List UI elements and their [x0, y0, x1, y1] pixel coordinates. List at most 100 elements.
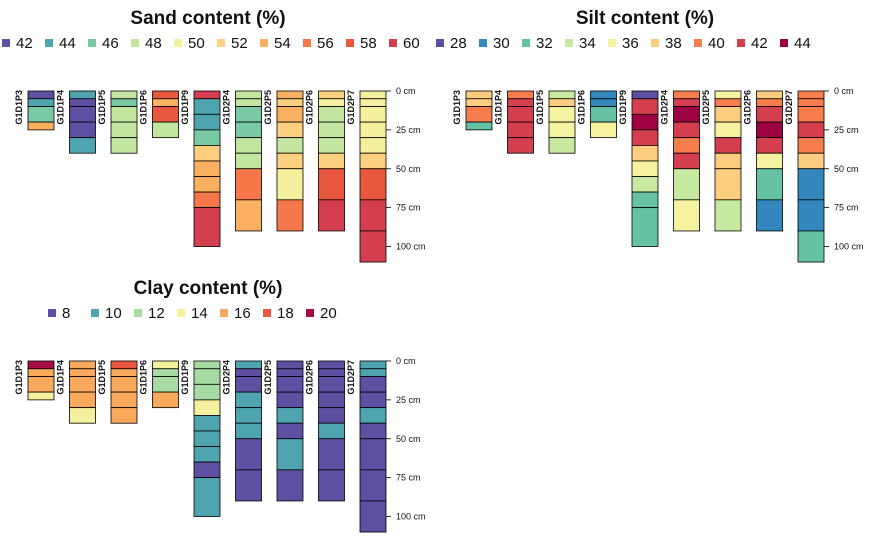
legend-label: 54 [274, 35, 291, 52]
horizon-bar [797, 98, 825, 107]
horizon-bar [152, 121, 179, 139]
horizon-bar [27, 121, 55, 131]
horizon-bar [714, 121, 742, 139]
horizon-bar [548, 98, 576, 107]
legend-label: 18 [277, 305, 294, 322]
horizon-bar [69, 98, 96, 107]
horizon-bar [359, 106, 387, 123]
depth-tick-label: 0 cm [834, 86, 854, 96]
depth-tick-label: 50 cm [396, 164, 421, 174]
horizon-bar [193, 176, 221, 193]
horizon-bar [797, 199, 825, 232]
horizon-bar [318, 391, 345, 409]
horizon-bar [69, 121, 96, 139]
horizon-bar [359, 391, 387, 409]
horizon-bar [235, 199, 262, 232]
panel-2: Clay content (%) 8 10 12 14 16 18 20 G1D1P3 G1D1P… [14, 278, 426, 533]
horizon-bar [193, 399, 221, 416]
horizon-bar [69, 106, 96, 123]
horizon-bar [714, 199, 742, 232]
horizon-bar [631, 207, 659, 247]
horizon-bar [631, 129, 659, 146]
horizon-bar [673, 121, 700, 139]
horizon-bar [110, 121, 138, 139]
depth-tick-label: 25 cm [834, 125, 859, 135]
horizon-bar [27, 391, 55, 401]
legend-swatch [737, 39, 745, 47]
horizon-bar [152, 376, 179, 393]
panel-0: Sand content (%) 42 44 46 48 50 52 54 56 58 60 G1D1… [2, 8, 426, 263]
legend-label: 20 [320, 305, 337, 322]
horizon-bar [318, 199, 345, 232]
horizon-bar [276, 98, 304, 107]
horizon-bar [318, 106, 345, 123]
horizon-bar [756, 98, 783, 107]
legend-swatch [436, 39, 444, 47]
chart-title: Sand content (%) [130, 8, 285, 29]
horizon-bar [318, 121, 345, 139]
horizon-bar [27, 376, 55, 393]
legend-swatch [91, 309, 99, 317]
legend-swatch [260, 39, 268, 47]
horizon-bar [318, 360, 345, 370]
horizon-bar [673, 90, 700, 100]
horizon-bar [631, 90, 659, 100]
horizon-bar [69, 90, 96, 100]
profile-label: G1D1P4 [56, 90, 66, 125]
profile-label: G1D1P3 [452, 90, 462, 125]
profile-label: G1D1P5 [97, 90, 107, 125]
depth-tick-label: 100 cm [396, 512, 426, 522]
legend-swatch [174, 39, 182, 47]
horizon-bar [714, 152, 742, 170]
horizon-bar [714, 137, 742, 154]
horizon-bar [276, 368, 304, 377]
horizon-bar [756, 152, 783, 170]
profile-label: G1D1P9 [618, 90, 628, 125]
profile-label: G1D1P9 [180, 90, 190, 125]
horizon-bar [756, 168, 783, 201]
horizon-bar [507, 90, 534, 100]
depth-tick-label: 75 cm [834, 203, 859, 213]
profile-label: G1D1P9 [180, 360, 190, 395]
profile-label: G1D2P5 [263, 360, 273, 395]
profile-label: G1D1P3 [14, 360, 24, 395]
horizon-bar [359, 152, 387, 170]
depth-tick-label: 75 cm [396, 473, 421, 483]
horizon-bar [110, 90, 138, 100]
legend-label: 10 [105, 305, 122, 322]
horizon-bar [110, 98, 138, 107]
profile-label: G1D1P5 [97, 360, 107, 395]
horizon-bar [152, 368, 179, 377]
legend-swatch [694, 39, 702, 47]
profile-label: G1D2P5 [263, 90, 273, 125]
horizon-bar [110, 360, 138, 370]
depth-tick-label: 100 cm [396, 242, 426, 252]
horizon-bar [548, 137, 576, 154]
profile-label: G1D1P6 [139, 90, 149, 125]
legend-swatch [303, 39, 311, 47]
horizon-bar [756, 106, 783, 123]
horizon-bar [152, 106, 179, 123]
horizon-bar [193, 446, 221, 463]
horizon-bar [276, 376, 304, 393]
legend-label: 60 [403, 35, 420, 52]
legend-swatch [346, 39, 354, 47]
profile-label: G1D2P4 [222, 90, 232, 125]
legend-label: 42 [751, 35, 768, 52]
profile-label: G1D2P7 [784, 90, 794, 125]
horizon-bar [235, 368, 262, 377]
legend-label: 32 [536, 35, 553, 52]
horizon-bar [507, 98, 534, 107]
legend-swatch [389, 39, 397, 47]
legend-swatch [220, 309, 228, 317]
chart-title: Clay content (%) [134, 278, 283, 299]
horizon-bar [276, 90, 304, 100]
horizon-bar [359, 90, 387, 100]
horizon-bar [318, 422, 345, 440]
horizon-bar [507, 137, 534, 154]
horizon-bar [235, 376, 262, 393]
depth-tick-label: 25 cm [396, 395, 421, 405]
horizon-bar [318, 90, 345, 100]
horizon-bar [193, 360, 221, 370]
